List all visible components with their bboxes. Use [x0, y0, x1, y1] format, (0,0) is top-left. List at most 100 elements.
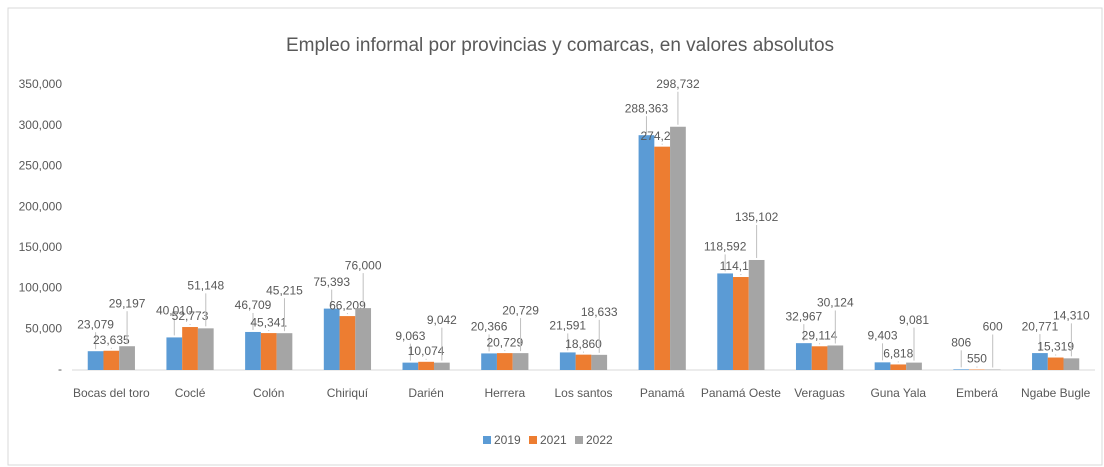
data-label: 6,818 [883, 347, 913, 361]
bar [953, 369, 970, 370]
x-tick-label: Panamá Oeste [701, 386, 781, 400]
y-tick-label: 300,000 [19, 118, 63, 132]
data-label: 45,215 [266, 283, 303, 297]
bar [418, 361, 434, 370]
y-tick-label: - [58, 362, 62, 376]
x-tick-label: Guna Yala [870, 386, 926, 400]
bar [559, 352, 576, 370]
bar [481, 353, 497, 370]
data-label: 75,393 [313, 275, 350, 289]
bar [670, 126, 686, 371]
data-label: 21,591 [549, 319, 586, 333]
data-label: 30,124 [817, 296, 854, 310]
bar [496, 353, 513, 370]
x-tick-label: Colón [253, 386, 284, 400]
data-label: 18,633 [581, 305, 618, 319]
data-label: 20,729 [486, 335, 523, 349]
data-label: 10,074 [408, 344, 445, 358]
data-label: 806 [951, 336, 971, 350]
bar [733, 277, 749, 370]
data-label: 298,732 [656, 77, 700, 91]
data-label: 23,635 [93, 333, 130, 347]
data-label: 20,729 [502, 303, 539, 317]
bar [575, 354, 592, 370]
data-label: 288,363 [625, 101, 669, 115]
data-label: 9,403 [868, 329, 898, 343]
data-label: 46,709 [235, 298, 272, 312]
bar [276, 333, 293, 370]
bar [433, 362, 450, 370]
x-tick-label: Darién [408, 386, 443, 400]
x-tick-label: Coclé [175, 386, 206, 400]
bar [323, 308, 340, 370]
data-label: 23,079 [77, 317, 114, 331]
bar [591, 354, 608, 370]
bar [890, 364, 907, 370]
bar [119, 346, 135, 370]
y-tick-label: 100,000 [19, 281, 63, 295]
y-tick-label: 200,000 [19, 199, 63, 213]
data-label: 29,114 [802, 328, 838, 342]
x-tick-label: Herrera [484, 386, 525, 400]
data-label: 15,319 [1037, 340, 1074, 354]
x-tick-label: Emberá [956, 386, 998, 400]
bar [245, 331, 261, 370]
x-tick-label: Chiriquí [327, 386, 369, 400]
data-label: 76,000 [345, 258, 382, 272]
legend-label: 2021 [540, 433, 567, 447]
bar [339, 316, 356, 370]
legend-label: 2022 [586, 433, 613, 447]
chart-title: Empleo informal por provincias y comarca… [286, 35, 834, 56]
bar [1047, 357, 1064, 370]
y-tick-label: 350,000 [19, 77, 63, 91]
x-tick-label: Los santos [554, 386, 612, 400]
bar [654, 146, 671, 370]
bar [1032, 353, 1048, 370]
data-label: 600 [983, 320, 1003, 334]
data-label: 9,081 [899, 313, 929, 327]
data-label: 20,366 [471, 320, 508, 334]
bar [748, 259, 765, 370]
bar [638, 135, 655, 370]
data-label: 20,771 [1022, 319, 1059, 333]
y-tick-label: 150,000 [19, 240, 63, 254]
bar [260, 333, 277, 370]
y-tick-label: 250,000 [19, 159, 63, 173]
x-tick-label: Ngabe Bugle [1021, 386, 1091, 400]
legend-label: 2019 [494, 433, 521, 447]
bar [197, 328, 214, 370]
data-label: 14,310 [1053, 309, 1090, 323]
bar [795, 343, 812, 370]
data-label: 18,860 [565, 337, 602, 351]
chart-frame [7, 7, 1103, 466]
data-label: 9,042 [427, 313, 457, 327]
x-tick-label: Veraguas [794, 386, 845, 400]
bar [355, 308, 372, 370]
legend-swatch [483, 436, 491, 444]
data-label: 45,341 [250, 315, 287, 329]
bar [166, 337, 183, 370]
data-label: 118,592 [704, 240, 747, 254]
legend-swatch [575, 436, 583, 444]
bar [87, 351, 104, 370]
data-label: 29,197 [109, 296, 146, 310]
data-label: 9,063 [395, 329, 425, 343]
y-tick-label: 50,000 [25, 321, 62, 335]
bar [512, 353, 529, 370]
x-tick-label: Bocas del toro [73, 386, 150, 400]
data-label: 135,102 [735, 210, 779, 224]
x-tick-label: Panamá [640, 386, 685, 400]
bar [402, 362, 419, 370]
bar [906, 362, 922, 370]
data-label: 40,010 [156, 304, 193, 318]
bar [1063, 358, 1080, 370]
legend-swatch [529, 436, 537, 444]
bar [103, 350, 120, 370]
data-label: 550 [967, 352, 987, 366]
bar [827, 345, 844, 370]
data-label: 52,773 [172, 309, 209, 323]
bar [874, 362, 891, 370]
data-label: 51,148 [187, 279, 224, 293]
bar [717, 273, 734, 370]
